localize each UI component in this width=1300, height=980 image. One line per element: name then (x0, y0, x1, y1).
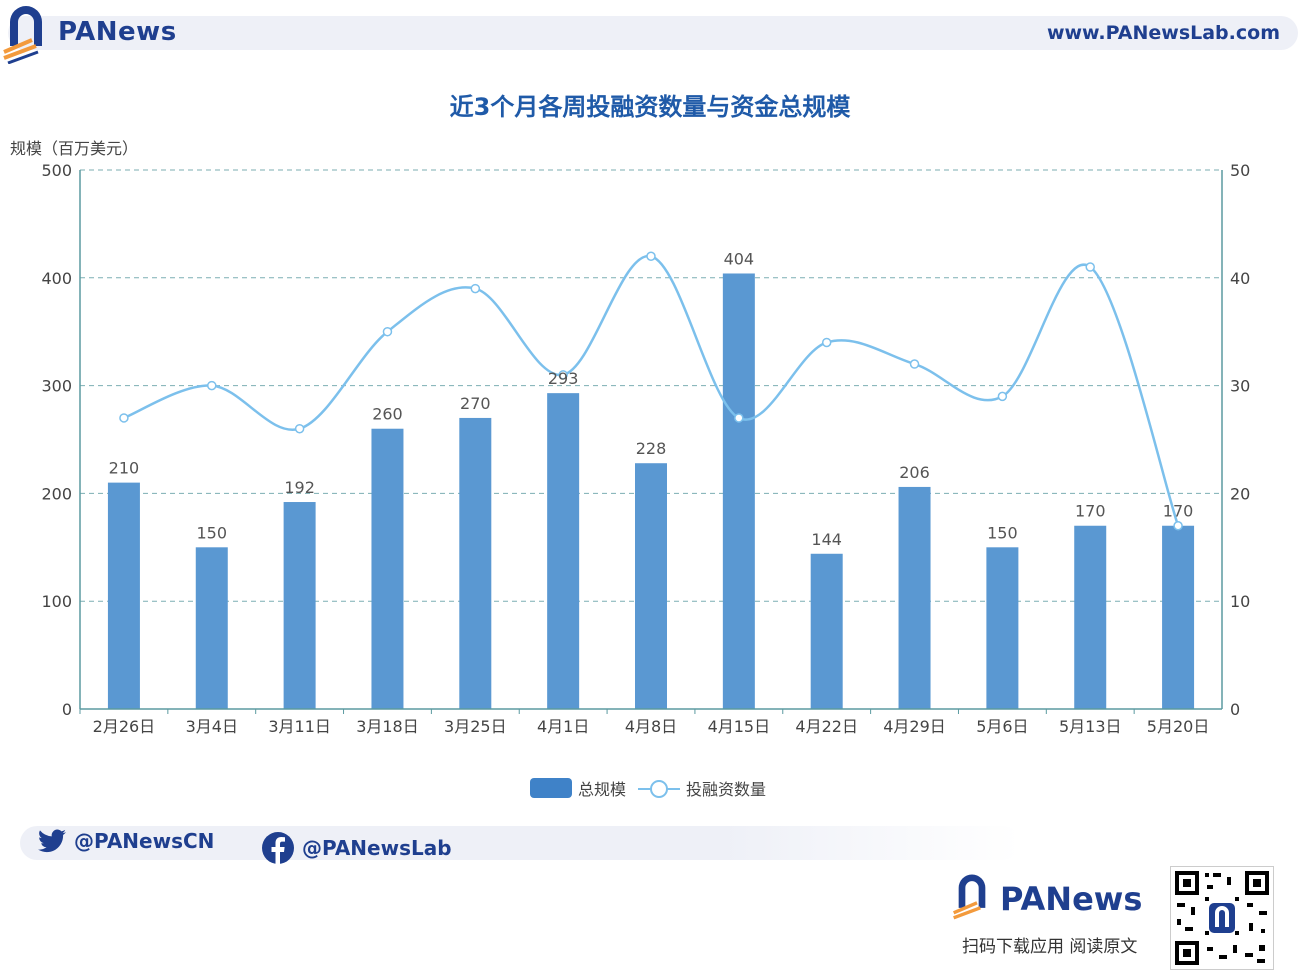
bar (1074, 525, 1107, 709)
x-tick-label: 4月22日 (795, 717, 858, 736)
bar (986, 547, 1019, 709)
x-tick-label: 3月11日 (268, 717, 331, 736)
bar (107, 482, 140, 709)
x-tick-label: 4月29日 (883, 717, 946, 736)
x-tick-label: 5月20日 (1147, 717, 1210, 736)
footer-bar (20, 826, 1020, 860)
bar (459, 417, 492, 709)
bar-value-label: 293 (548, 369, 579, 388)
line-point (821, 337, 832, 348)
twitter-handle[interactable]: @PANewsCN (38, 829, 214, 853)
axis-layer: 0 100 200 300 400 500 0 10 20 30 40 50 2月26日 3月4日 3月11… (41, 161, 1250, 736)
bar-value-label: 404 (724, 249, 755, 268)
legend-line-swatch (638, 778, 681, 798)
twitter-icon (38, 829, 66, 853)
y-left-tick-label: 500 (41, 161, 72, 180)
series-line-count (123, 254, 1180, 527)
chart-legend: 总规模 投融资数量 (530, 776, 766, 800)
bar (810, 553, 843, 709)
legend-line-label: 投融资数量 (686, 780, 767, 799)
site-url[interactable]: www.PANewsLab.com (1046, 22, 1280, 44)
bar-value-label: 260 (372, 405, 403, 424)
y-right-tick-label: 0 (1230, 700, 1240, 719)
line-point (558, 370, 568, 380)
header-bar (8, 16, 1298, 50)
x-tick-label: 5月6日 (976, 717, 1028, 736)
bar (547, 393, 580, 709)
line-point (997, 391, 1008, 402)
bar-value-label: 210 (109, 459, 140, 478)
y-right-tick-label: 20 (1230, 484, 1250, 503)
x-tick-label: 4月1日 (537, 717, 589, 736)
y-right-tick-label: 50 (1230, 161, 1250, 180)
y-left-tick-label: 0 (62, 700, 72, 719)
twitter-handle-text: @PANewsCN (74, 829, 215, 853)
chart-title: 近3个月各周投融资数量与资金总规模 (449, 93, 851, 121)
bar (1162, 525, 1195, 709)
bar (898, 486, 931, 709)
facebook-handle[interactable]: @PANewsLab (262, 832, 452, 864)
x-tick-label: 3月18日 (356, 717, 419, 736)
y-right-tick-label: 30 (1230, 377, 1250, 396)
bar (195, 547, 228, 709)
facebook-handle-text: @PANewsLab (302, 836, 452, 860)
x-tick-label: 2月26日 (93, 717, 156, 736)
x-tick-label: 3月4日 (186, 717, 238, 736)
legend-bar-label: 总规模 (578, 780, 627, 799)
y-right-tick-label: 10 (1230, 592, 1250, 611)
line-point (294, 423, 305, 434)
label-layer: 210 150 192 260 270 293 228 404 144 206 150 170 170 (109, 249, 1194, 548)
bar (371, 428, 404, 709)
x-tick-label: 3月25日 (444, 717, 507, 736)
brand-logo-text: PANews (58, 17, 177, 47)
line-point (1085, 262, 1095, 272)
qr-code-icon[interactable] (1170, 866, 1274, 970)
y-left-tick-label: 400 (41, 269, 72, 288)
bar-value-label: 228 (636, 439, 667, 458)
bar-value-label: 150 (987, 523, 1018, 542)
line-point (119, 413, 129, 423)
line-point (1173, 520, 1183, 531)
bar-value-label: 170 (1163, 502, 1194, 521)
bar-value-label: 206 (899, 463, 930, 482)
line-point (470, 283, 481, 294)
line-layer (119, 251, 1183, 531)
y-axis-left-caption: 规模（百万美元） (10, 139, 139, 158)
footer-logo-text: PANews (1000, 880, 1143, 918)
line-point (382, 326, 393, 337)
facebook-icon (262, 832, 294, 864)
line-point (646, 251, 656, 261)
x-tick-label: 5月13日 (1059, 717, 1122, 736)
footer-logo-icon (953, 874, 986, 920)
bar (722, 273, 755, 709)
bar-value-label: 150 (196, 523, 227, 542)
line-point (909, 359, 920, 369)
bar-value-label: 270 (460, 394, 491, 413)
panews-logo-icon (3, 6, 42, 64)
y-left-tick-label: 200 (41, 484, 72, 503)
y-left-tick-label: 100 (41, 592, 72, 611)
legend-bar-swatch (530, 778, 572, 798)
bar-value-label: 144 (811, 530, 842, 549)
bar (283, 502, 316, 709)
y-right-tick-label: 40 (1230, 269, 1250, 288)
x-tick-label: 4月15日 (708, 717, 771, 736)
x-tick-label: 4月8日 (625, 717, 677, 736)
bar (635, 463, 667, 709)
y-left-tick-label: 300 (41, 377, 72, 396)
bar-value-label: 192 (284, 478, 315, 497)
bar-layer (107, 273, 1195, 709)
bar-value-label: 170 (1075, 502, 1106, 521)
line-point (207, 380, 217, 391)
line-point (734, 413, 744, 423)
scan-caption: 扫码下载应用 阅读原文 (962, 937, 1138, 957)
